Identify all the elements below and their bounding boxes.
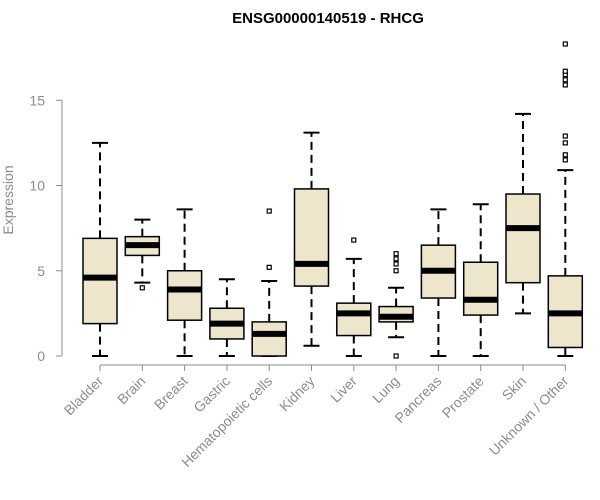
outlier-point xyxy=(266,264,272,270)
y-tick-label: 5 xyxy=(37,263,45,279)
outlier-point xyxy=(393,261,399,267)
x-tick-label: Kidney xyxy=(276,373,318,415)
y-tick-label: 0 xyxy=(37,348,45,364)
box-series xyxy=(82,41,584,359)
x-tick-label: Prostate xyxy=(439,373,487,421)
box-iqr xyxy=(293,188,330,287)
y-axis-label: Expression xyxy=(0,165,16,234)
box-lung xyxy=(378,251,414,359)
box-liver xyxy=(336,237,372,357)
x-tick-label: Breast xyxy=(151,373,191,413)
box-breast xyxy=(166,208,203,357)
outlier-point xyxy=(562,77,568,83)
x-tick-label: Pancreas xyxy=(391,373,444,426)
box-iqr xyxy=(505,193,541,284)
box-iqr xyxy=(462,261,499,316)
outlier-point xyxy=(139,285,145,291)
box-bladder xyxy=(82,141,118,357)
outlier-point xyxy=(393,256,399,262)
x-tick-label: Lung xyxy=(369,373,402,406)
outlier-point xyxy=(562,140,568,146)
outlier-point xyxy=(393,268,399,274)
outlier-point xyxy=(562,157,568,163)
box-brain xyxy=(124,218,161,291)
y-tick-label: 15 xyxy=(29,92,45,108)
box-iqr xyxy=(166,270,203,321)
outlier-point xyxy=(562,68,568,74)
outlier-point xyxy=(393,353,399,359)
box-iqr xyxy=(82,237,118,325)
box-kidney xyxy=(293,131,330,347)
outlier-point xyxy=(562,82,568,88)
y-tick-label: 10 xyxy=(29,178,45,194)
x-tick-label: Bladder xyxy=(61,373,107,419)
outlier-point xyxy=(351,237,357,243)
outlier-point xyxy=(393,251,399,257)
x-tick-label: Liver xyxy=(327,373,360,406)
outlier-point xyxy=(562,152,568,158)
box-skin xyxy=(505,112,541,315)
box-unknown-other xyxy=(547,41,584,357)
x-tick-label: Unknown / Other xyxy=(486,373,572,459)
outlier-point xyxy=(562,41,568,47)
outlier-point xyxy=(266,208,272,214)
box-pancreas xyxy=(420,208,457,357)
chart-title: ENSG00000140519 - RHCG xyxy=(232,10,424,27)
box-iqr xyxy=(251,321,287,357)
box-prostate xyxy=(462,203,499,357)
box-iqr xyxy=(336,302,372,337)
x-tick-label: Brain xyxy=(114,373,148,407)
x-tick-label: Skin xyxy=(499,373,530,404)
box-gastric xyxy=(209,278,245,357)
outlier-point xyxy=(562,133,568,139)
box-hematopoietic-cells xyxy=(251,208,287,357)
